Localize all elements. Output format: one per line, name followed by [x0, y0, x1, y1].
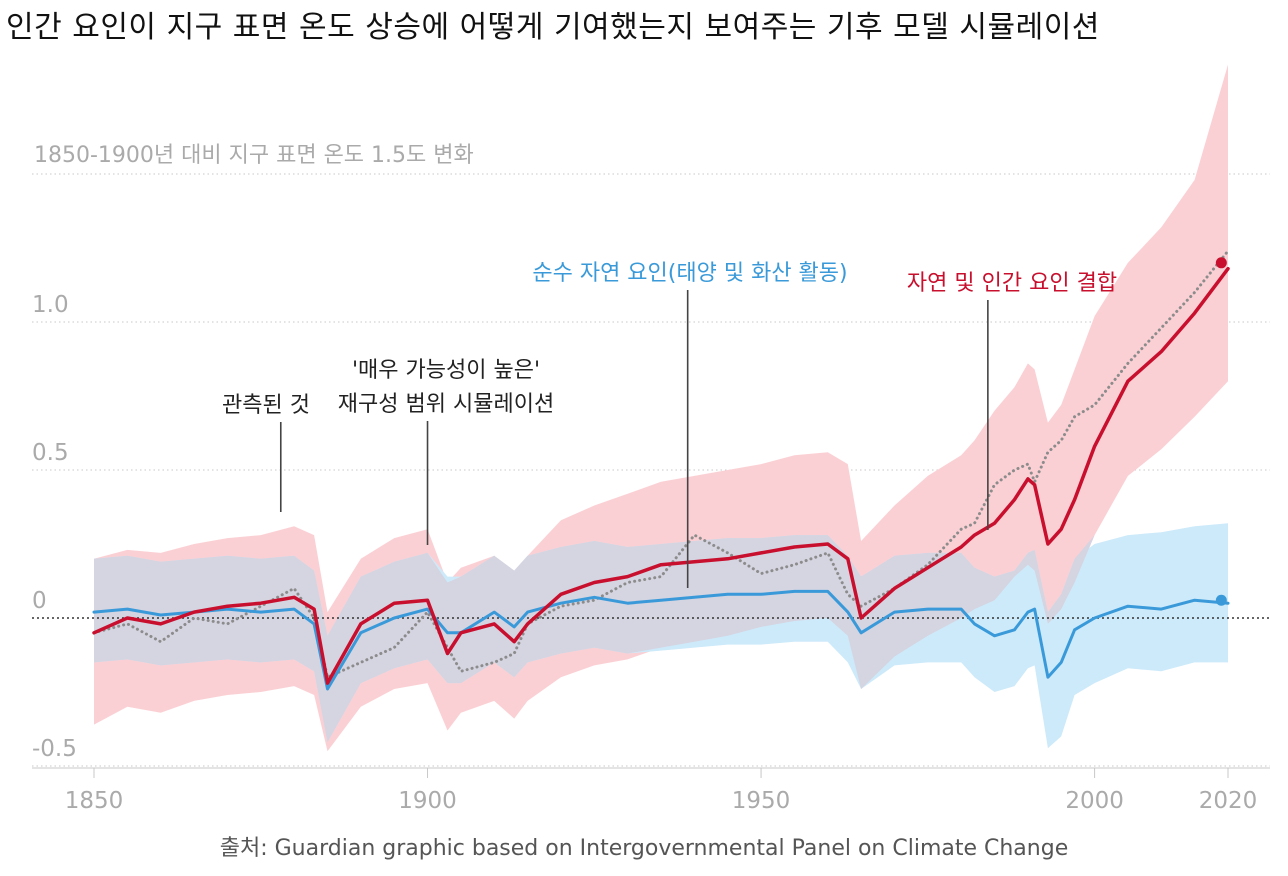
- combined-end-marker: [1215, 257, 1227, 269]
- x-tick-label: 1850: [65, 788, 124, 814]
- natural-series-line: [92, 589, 1230, 691]
- source-note: 출처: Guardian graphic based on Intergover…: [219, 836, 1069, 861]
- y-tick-label: -0.5: [32, 736, 77, 762]
- x-tick-label: 2000: [1065, 788, 1124, 814]
- range_label-text: '매우 가능성이 높은': [352, 358, 540, 383]
- y-tick-label: 0.5: [32, 440, 69, 466]
- x-tick-label: 1900: [398, 788, 457, 814]
- y-tick-label: 0: [32, 588, 47, 614]
- natural-end-marker: [1215, 594, 1227, 606]
- combined-series-line: [92, 266, 1230, 685]
- overlap-range-band: [94, 381, 1228, 743]
- range_label-text: 재구성 범위 시뮬레이션: [338, 392, 554, 417]
- x-tick-label: 2020: [1199, 788, 1258, 814]
- x-tick-label: 1950: [732, 788, 791, 814]
- combined_label-text: 자연 및 인간 요인 결합: [907, 271, 1117, 296]
- chart-title: 인간 요인이 지구 표면 온도 상승에 어떻게 기여했는지 보여주는 기후 모델…: [6, 10, 1100, 45]
- observed_label-text: 관측된 것: [222, 393, 310, 418]
- y-axis-label: 1850-1900년 대비 지구 표면 온도 1.5도 변화: [34, 143, 474, 168]
- observed-series-line: [92, 249, 1230, 679]
- y-tick-label: 1.0: [32, 292, 69, 318]
- natural_label-text: 순수 자연 요인(태양 및 화산 활동): [532, 261, 847, 286]
